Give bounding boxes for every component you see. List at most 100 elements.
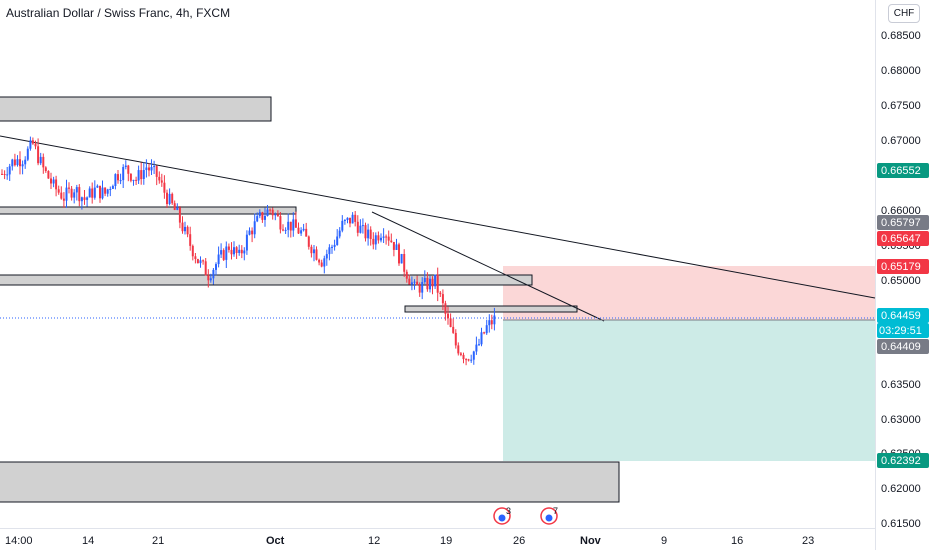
event-marker-2[interactable]: 7 <box>540 506 558 525</box>
candle-body <box>367 229 370 239</box>
price-label-64409: 0.64409 <box>881 341 921 353</box>
candle-body <box>240 249 243 254</box>
candle-body <box>480 332 483 345</box>
candle-body <box>416 281 419 286</box>
resistance-zone-2[interactable] <box>0 206 297 215</box>
candle-body <box>55 179 58 190</box>
candle-body <box>176 207 179 210</box>
candle-body <box>447 313 449 319</box>
price-label-65647: 0.65647 <box>881 233 921 245</box>
time-axis: 14:00 14 21 Oct 12 19 26 Nov 9 16 23 <box>5 535 814 547</box>
trend-line-minor[interactable] <box>371 211 605 322</box>
candle-body <box>292 219 295 231</box>
candle-body <box>50 178 52 184</box>
candle-body <box>297 227 300 234</box>
candle-body <box>122 167 125 181</box>
candle-body <box>31 140 34 144</box>
candle-body <box>302 228 305 231</box>
event-marker-1[interactable]: 3 <box>493 506 511 525</box>
candle-body <box>235 247 238 253</box>
candle-body <box>385 236 388 238</box>
candle-body <box>351 214 354 224</box>
candle-body <box>19 159 21 167</box>
candle-body <box>256 216 259 222</box>
candle-body <box>382 236 385 238</box>
candle-body <box>346 217 349 220</box>
candle-body <box>60 192 63 199</box>
currency-button[interactable]: CHF <box>888 4 920 23</box>
candle-body <box>86 197 89 200</box>
support-zone-2[interactable] <box>404 305 578 313</box>
candle-body <box>21 164 24 167</box>
candle-body <box>341 220 344 231</box>
candle-body <box>137 170 140 181</box>
candle-body <box>276 214 279 217</box>
price-tick: 0.67000 <box>881 135 921 147</box>
candle-body <box>88 188 91 198</box>
take-profit-zone[interactable] <box>503 320 875 461</box>
candle-body <box>8 166 11 175</box>
candle-body <box>191 245 194 257</box>
candle-body <box>47 171 50 179</box>
resistance-zone-1[interactable] <box>0 96 272 122</box>
price-tick: 0.62000 <box>881 483 921 495</box>
candle-body <box>119 180 122 182</box>
support-zone-1[interactable] <box>0 274 533 286</box>
label-bg <box>877 453 929 468</box>
candle-body <box>62 198 65 201</box>
countdown-label: 03:29:51 <box>879 325 922 337</box>
candle-body <box>80 197 83 202</box>
candle-body <box>359 225 362 233</box>
time-tick: 26 <box>513 535 525 547</box>
price-tick: 0.66000 <box>881 205 921 217</box>
candle-body <box>436 274 439 293</box>
candle-body <box>488 320 491 326</box>
candle-body <box>207 275 210 281</box>
price-label-65179: 0.65179 <box>881 261 921 273</box>
candle-body <box>153 166 156 168</box>
time-tick: 14:00 <box>5 535 33 547</box>
trend-line-major[interactable] <box>0 135 876 299</box>
candle-body <box>361 225 364 227</box>
label-bg <box>877 308 929 323</box>
candle-body <box>227 246 230 250</box>
candle-body <box>96 185 99 188</box>
candle-body <box>16 159 19 166</box>
candle-body <box>70 188 73 198</box>
candle-body <box>217 254 220 265</box>
candle-body <box>478 344 480 346</box>
candle-body <box>248 230 251 235</box>
time-tick: Oct <box>266 535 285 547</box>
candle-body <box>117 174 119 181</box>
price-tick: 0.63000 <box>881 414 921 426</box>
candle-body <box>148 167 150 171</box>
candle-body <box>93 187 96 198</box>
label-bg <box>877 339 929 354</box>
candle-body <box>251 230 254 235</box>
candle-body <box>158 176 161 181</box>
candle-body <box>287 221 290 230</box>
candle-body <box>37 146 40 164</box>
candle-body <box>398 244 400 264</box>
candle-body <box>57 189 60 193</box>
candle-body <box>274 214 277 216</box>
candle-body <box>245 234 248 251</box>
candle-body <box>325 254 328 259</box>
candle-body <box>168 193 171 204</box>
demand-zone[interactable] <box>0 461 620 503</box>
candle-body <box>142 170 145 179</box>
event-count: 7 <box>553 506 558 516</box>
candle-body <box>215 264 217 270</box>
price-tick: 0.65000 <box>881 275 921 287</box>
candle-body <box>338 230 341 237</box>
candle-body <box>225 246 228 260</box>
candle-body <box>127 165 130 174</box>
chart-title: Australian Dollar / Swiss Franc, 4h, FXC… <box>6 6 231 20</box>
candle-body <box>114 174 117 186</box>
time-tick: 19 <box>440 535 452 547</box>
price-labels: 0.66552 0.65797 0.65647 0.65179 0.64459 … <box>877 163 929 468</box>
time-tick: 16 <box>731 535 743 547</box>
candle-body <box>387 236 390 241</box>
candle-body <box>472 351 475 360</box>
